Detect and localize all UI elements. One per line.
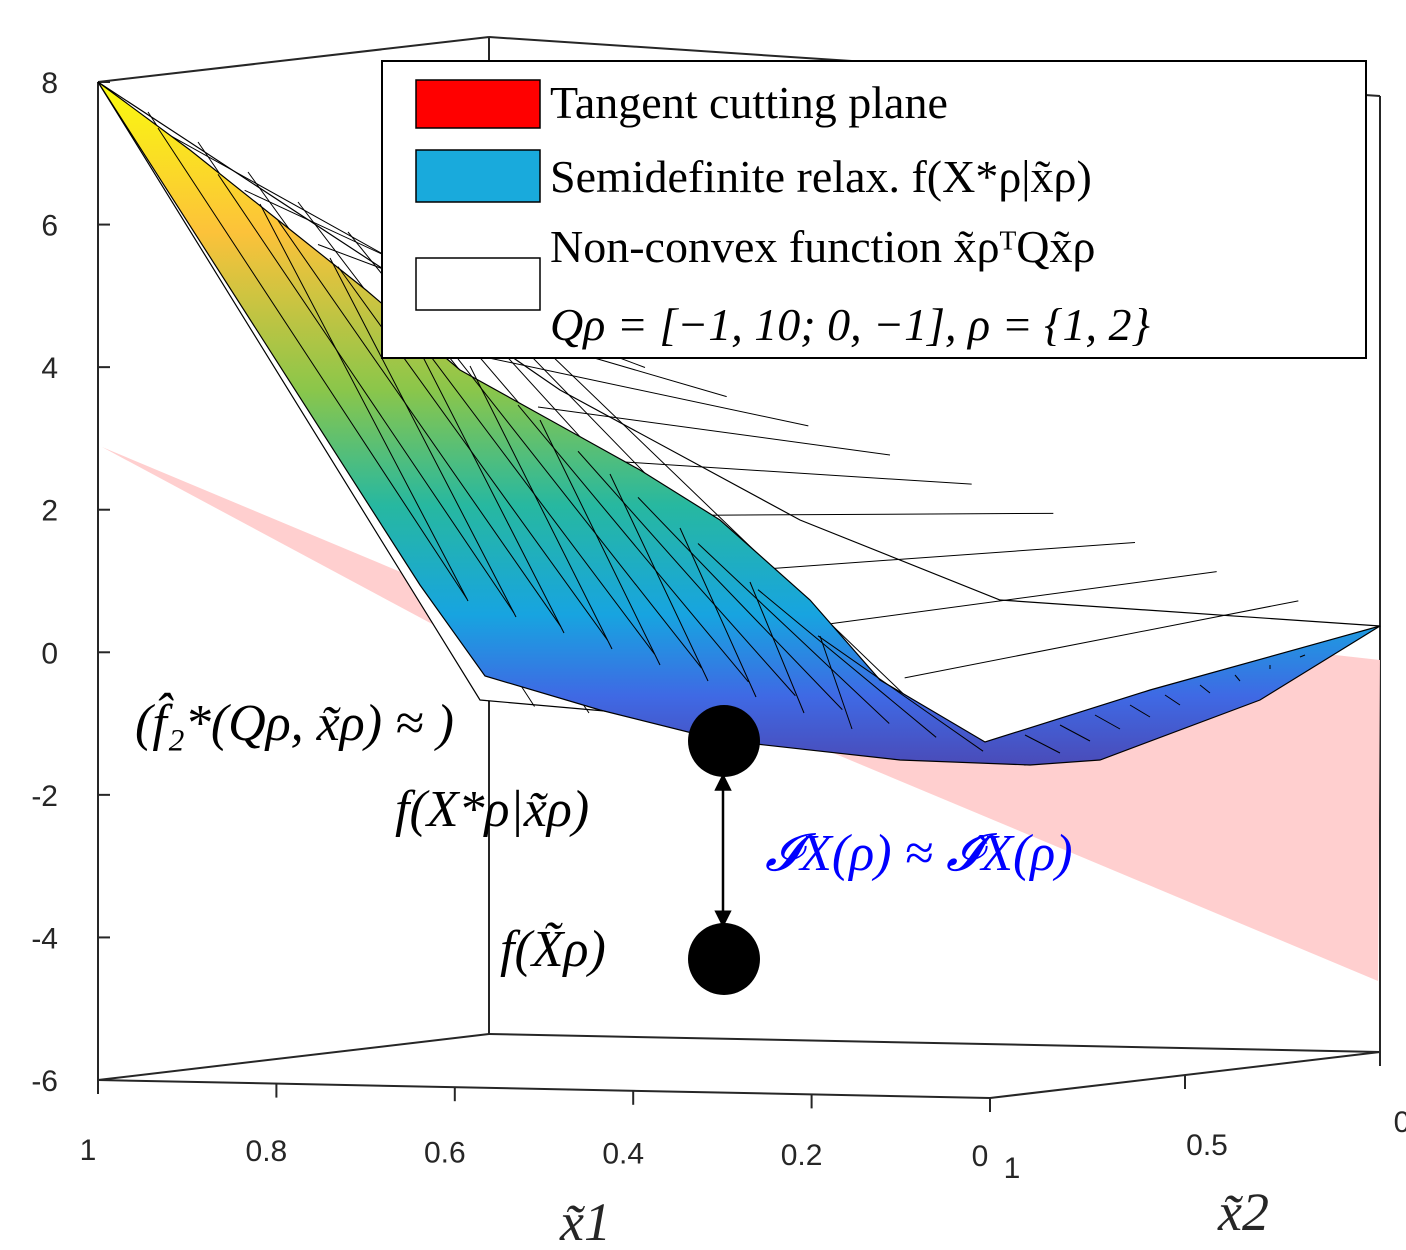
x2-tick-label: 0.5 [1186,1129,1228,1162]
z-tick-label: -2 [31,780,58,813]
legend-label-plane: Tangent cutting plane [550,77,948,128]
legend-label-q: Qρ = [−1, 10; 0, −1], ρ = {1, 2} [550,299,1150,350]
point-sdp-value [688,705,760,777]
sdp-mesh-line [1164,694,1181,706]
sdp-mesh-line [397,312,656,655]
x1-tick-label: 0.6 [424,1136,466,1169]
annotation-gap: 𝓘X(ρ) ≈ 𝓘̂X(ρ) [765,825,1073,882]
nonconvex-mesh-line [611,460,972,485]
sdp-mesh-line [697,543,890,724]
nonconvex-mesh-line [684,512,1054,516]
x1-axis-label: x̃1 [559,1192,611,1250]
x1-tick-label: 0.2 [781,1139,823,1172]
sdp-mesh-line [1299,654,1306,658]
nonconvex-mesh-line [757,542,1136,570]
sdp-mesh-line [517,404,749,683]
x1-tick-label: 0 [972,1140,989,1173]
legend-swatch-sdp [415,149,541,203]
z-tick-label: -6 [31,1065,58,1098]
sdp-mesh-line [609,473,709,682]
annotation-upper-line2: f(X*ρ|x̃ρ) [395,781,589,838]
nonconvex-mesh-line [831,571,1217,625]
sdp-mesh-line [329,257,517,618]
nonconvex-mesh-line [904,600,1299,679]
sdp-mesh-line [1024,734,1061,754]
nonconvex-mesh-line [464,352,809,427]
legend: Tangent cutting plane Semidefinite relax… [381,60,1367,359]
sdp-mesh-line [819,635,853,730]
sdp-mesh-line [1199,684,1211,694]
z-tick-label: 0 [41,637,58,670]
annotation-lower: f(X̃ρ) [500,921,606,978]
sdp-mesh-line [577,450,796,697]
z-tick-label: 2 [41,495,58,528]
x2-axis-label: x̃2 [1217,1182,1269,1242]
point-true-value [688,923,760,995]
sdp-mesh-line [259,203,469,602]
x2-tick-label: 1 [1004,1152,1021,1185]
nonconvex-mesh-line [537,406,891,456]
z-tick-label: -4 [31,922,58,955]
sdp-mesh-line [539,419,661,666]
legend-label-nonconvex: Non-convex function x̃ρᵀQx̃ρ [550,221,1095,272]
x2-axis-ticks: 10.50 [989,1052,1406,1185]
z-tick-label: 6 [41,210,58,243]
x2-tick-label: 0 [1394,1106,1406,1139]
legend-label-sdp: Semidefinite relax. f(X*ρ|x̃ρ) [550,151,1092,202]
sdp-mesh-line [637,497,843,710]
legend-swatch-plane [415,79,541,129]
x1-tick-label: 0.4 [602,1138,644,1171]
sdp-mesh-line [1059,724,1091,742]
z-axis-ticks: 8 6 4 2 0 -2 -4 -6 [31,67,110,1098]
sdp-mesh-line [1234,674,1241,682]
sdp-mesh-line [157,127,468,600]
z-tick-label: 4 [41,352,58,385]
annotation-upper-line1: (f̂₂*(Qρ, x̃ρ) ≈ ) [135,692,454,752]
sdp-mesh-line [817,635,984,752]
sdp-surface [97,81,1381,766]
sdp-mesh-line [217,174,515,613]
sdp-mesh-line [679,527,757,698]
x1-tick-label: 0.8 [246,1135,288,1168]
sdp-mesh-line [399,311,565,634]
legend-swatch-nonconvex [415,257,541,311]
sdp-mesh-line [757,589,937,738]
x1-axis-ticks: 1 0.8 0.6 0.4 0.2 0 [80,1080,991,1173]
sdp-mesh-line [749,581,805,714]
sdp-mesh-line [469,365,613,650]
sdp-mesh-line [1094,714,1121,730]
sdp-mesh-line [1129,704,1151,718]
sdp-mesh-line [457,358,702,669]
x1-tick-label: 1 [80,1134,97,1167]
z-tick-label: 8 [41,67,58,100]
sdp-mesh-line [277,220,562,627]
